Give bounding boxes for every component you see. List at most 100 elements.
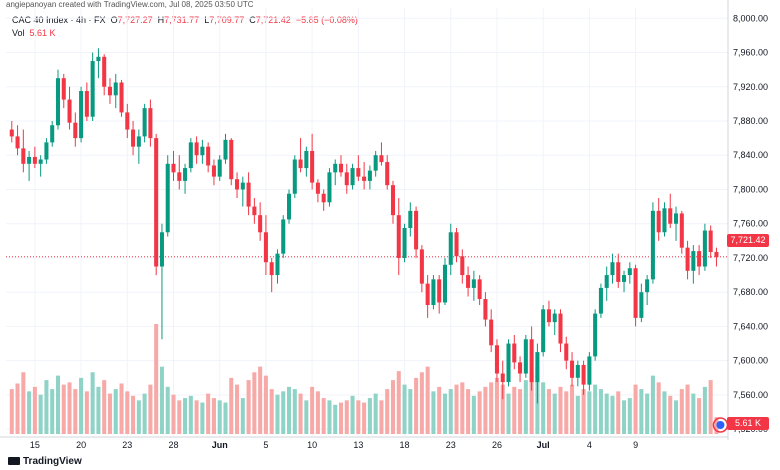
- volume-bar: [523, 380, 528, 434]
- candle-body: [685, 247, 690, 271]
- volume-bar: [263, 375, 268, 434]
- volume-bar: [622, 400, 627, 434]
- volume-bar: [90, 372, 95, 434]
- volume-bar: [119, 383, 124, 434]
- candle-body: [408, 210, 413, 228]
- volume-bar: [154, 324, 159, 434]
- candle-body: [610, 262, 615, 276]
- vol-label[interactable]: Vol: [12, 28, 25, 38]
- volume-bar: [541, 382, 546, 434]
- candle-body: [217, 159, 222, 177]
- candle-body: [477, 279, 482, 300]
- volume-bar: [211, 398, 216, 434]
- volume-bar: [708, 380, 713, 434]
- volume-bar: [714, 417, 719, 434]
- candle-body: [15, 136, 20, 149]
- live-indicator-dot: [716, 421, 725, 429]
- tradingview-logo[interactable]: TradingView: [8, 456, 82, 467]
- volume-bar: [414, 377, 419, 434]
- candle-body: [113, 82, 118, 96]
- y-tick-label: 7,640.00: [733, 321, 768, 331]
- volume-bar: [552, 393, 557, 434]
- volume-bar: [96, 386, 101, 434]
- last-price-tag: 7,721.42: [727, 234, 769, 247]
- volume-bar: [558, 386, 563, 434]
- volume-bar: [673, 400, 679, 434]
- watermark-text: TradingView: [23, 456, 82, 467]
- volume-bar: [616, 391, 621, 434]
- volume-bar: [79, 377, 84, 434]
- x-tick-label: 20: [76, 440, 86, 450]
- candle-body: [691, 251, 696, 271]
- candle-body: [662, 208, 667, 233]
- volume-bar: [546, 389, 551, 434]
- volume-legend: Vol 5.61 K: [12, 28, 56, 38]
- candle-body: [79, 91, 84, 139]
- candle-body: [570, 360, 575, 378]
- volume-bar: [44, 380, 49, 434]
- volume-bar: [691, 393, 696, 434]
- candle-body: [61, 78, 66, 100]
- candle-body: [396, 215, 401, 258]
- candle-body: [414, 210, 419, 250]
- volume-bar: [500, 384, 505, 434]
- volume-bar: [171, 394, 176, 434]
- candle-body: [679, 213, 684, 248]
- x-tick-label: 26: [492, 440, 502, 450]
- candle-body: [518, 362, 523, 374]
- volume-bar: [489, 382, 494, 434]
- volume-bar: [229, 377, 234, 434]
- candle-body: [356, 168, 361, 177]
- candle-body: [633, 268, 638, 318]
- volume-bar: [633, 384, 638, 434]
- volume-bar: [402, 384, 407, 434]
- volume-bar: [125, 391, 130, 434]
- candle-body: [466, 275, 471, 288]
- candle-body: [656, 210, 661, 233]
- volume-bar: [32, 386, 37, 434]
- candle-body: [367, 170, 372, 181]
- volume-bar: [390, 380, 396, 434]
- volume-bar: [310, 386, 315, 434]
- candle-body: [471, 279, 476, 288]
- candle-body: [338, 163, 344, 173]
- chart-credit: angiepanoyan created with TradingView.co…: [6, 0, 254, 9]
- candle-body: [512, 343, 517, 363]
- volume-bar: [639, 389, 644, 434]
- candle-body: [38, 159, 43, 164]
- candle-body: [177, 172, 182, 181]
- candle-body: [229, 139, 234, 180]
- symbol-legend: CAC 40 Index · 4h · FX O7,727.27 H7,731.…: [12, 15, 358, 25]
- volume-bar: [437, 386, 442, 434]
- candle-body: [714, 251, 719, 258]
- x-tick-label: 5: [263, 440, 268, 450]
- volume-bar: [136, 400, 141, 434]
- candle-body: [402, 227, 407, 258]
- volume-bar: [494, 377, 499, 434]
- candle-body: [183, 168, 188, 181]
- volume-bar: [419, 372, 424, 434]
- volume-bar: [529, 372, 534, 434]
- x-tick-label: 23: [446, 440, 456, 450]
- candle-body: [581, 364, 586, 385]
- volume-bar: [512, 386, 517, 434]
- x-tick-label: 18: [400, 440, 410, 450]
- symbol-name[interactable]: CAC 40 Index · 4h · FX: [12, 15, 106, 25]
- candle-body: [344, 172, 349, 186]
- candle-body: [650, 210, 655, 280]
- vol-value: 5.61 K: [29, 28, 56, 38]
- volume-bar: [338, 402, 344, 434]
- candle-body: [27, 156, 32, 164]
- volume-bar: [598, 389, 603, 434]
- candle-body: [622, 275, 627, 282]
- candle-body: [246, 182, 251, 207]
- candle-body: [419, 249, 424, 284]
- volume-bar: [38, 394, 43, 434]
- volume-bar: [269, 389, 274, 434]
- candle-body: [327, 172, 332, 203]
- open-value: 7,727.27: [117, 15, 153, 25]
- candle-body: [529, 339, 534, 383]
- candle-body: [154, 138, 159, 267]
- volume-bar: [570, 384, 575, 434]
